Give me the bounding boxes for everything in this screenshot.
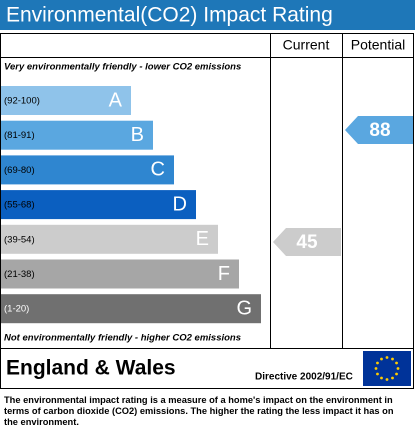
eu-star <box>395 372 398 376</box>
eu-star <box>376 361 379 365</box>
band-range: (92-100) <box>4 96 40 107</box>
band-letter: F <box>218 263 230 285</box>
eu-star <box>385 356 389 359</box>
band-letter: A <box>109 89 123 111</box>
potential-arrow <box>345 116 413 144</box>
band-letter: E <box>196 228 209 250</box>
directive: Directive 2002/91/EC <box>255 372 353 383</box>
eu-star <box>385 378 389 381</box>
eu-star <box>374 367 378 370</box>
band-range: (39-54) <box>4 234 35 245</box>
eu-star <box>395 361 398 365</box>
band-range: (1-20) <box>4 304 29 315</box>
column-header: Current <box>283 37 330 53</box>
band-bar <box>1 224 218 254</box>
band-bar <box>1 155 174 185</box>
band-bar <box>1 86 131 115</box>
description: The environmental impact rating is a mea… <box>4 395 394 427</box>
band-bar <box>1 259 239 289</box>
bottom-note: Not environmentally friendly - higher CO… <box>4 333 241 344</box>
eu-star <box>376 372 379 376</box>
title-bar <box>0 0 415 30</box>
potential-rating: 88 <box>369 120 390 141</box>
band-range: (69-80) <box>4 165 35 176</box>
band-range: (81-91) <box>4 130 35 141</box>
band-range: (21-38) <box>4 269 35 280</box>
current-rating: 45 <box>296 232 318 253</box>
region: England & Wales <box>6 357 176 380</box>
band-bar <box>1 190 196 220</box>
band-letter: C <box>151 159 165 181</box>
frame <box>0 33 414 389</box>
eu-star <box>380 376 383 380</box>
top-note: Very environmentally friendly - lower CO… <box>4 62 241 73</box>
eu-star <box>391 357 394 361</box>
eu-star <box>396 367 400 370</box>
eu-star <box>391 376 394 380</box>
band-letter: G <box>236 297 252 319</box>
column-header: Potential <box>351 37 405 53</box>
rating-chart: Environmental(CO2) Impact Rating Current… <box>0 0 415 389</box>
band-bar <box>1 294 261 324</box>
band-bar <box>1 120 153 150</box>
eu-star <box>380 357 383 361</box>
title: Environmental(CO2) Impact Rating <box>6 4 333 27</box>
band-letter: D <box>173 193 187 215</box>
band-letter: B <box>131 124 144 146</box>
current-arrow <box>273 228 341 256</box>
band-range: (55-68) <box>4 200 35 211</box>
